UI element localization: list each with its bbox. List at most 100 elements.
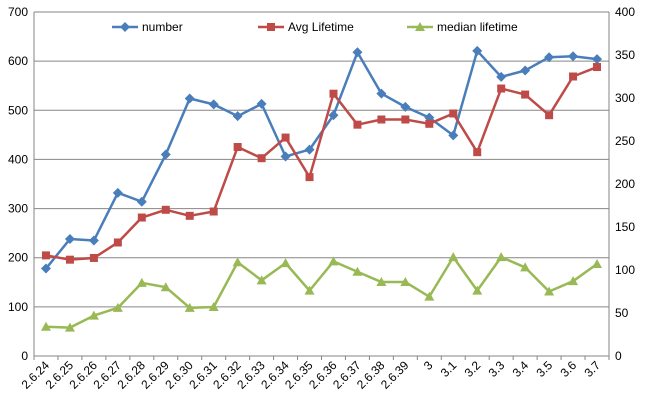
data-point bbox=[304, 144, 315, 155]
data-point bbox=[593, 63, 602, 72]
data-point bbox=[592, 258, 603, 268]
right-axis-tick-label: 400 bbox=[615, 5, 635, 19]
x-axis-tick-label: 3.4 bbox=[510, 358, 532, 380]
data-point bbox=[184, 93, 195, 104]
data-point bbox=[569, 72, 578, 81]
data-point bbox=[544, 52, 555, 63]
data-point bbox=[376, 88, 387, 99]
data-point bbox=[280, 258, 291, 268]
data-point bbox=[209, 207, 218, 216]
left-axis-tick-label: 500 bbox=[8, 103, 28, 117]
legend: number Avg Lifetime median lifetime bbox=[112, 20, 518, 34]
data-point bbox=[401, 115, 410, 124]
data-point bbox=[232, 111, 243, 122]
right-axis-tick-label: 150 bbox=[615, 220, 635, 234]
data-point bbox=[329, 89, 338, 98]
legend-label: median lifetime bbox=[437, 20, 518, 34]
data-point bbox=[568, 276, 579, 286]
legend-swatch-marker bbox=[120, 22, 130, 32]
data-point bbox=[281, 133, 290, 142]
right-axis-tick-label: 350 bbox=[615, 48, 635, 62]
data-point bbox=[257, 154, 266, 163]
data-point bbox=[40, 263, 51, 274]
data-point bbox=[232, 257, 243, 267]
left-axis-tick-label: 600 bbox=[8, 54, 28, 68]
data-point bbox=[496, 71, 507, 82]
left-axis-tick-label: 100 bbox=[8, 300, 28, 314]
data-point bbox=[472, 285, 483, 295]
data-point bbox=[233, 143, 242, 152]
data-point bbox=[328, 256, 339, 266]
data-point bbox=[208, 301, 219, 311]
data-point bbox=[280, 151, 291, 162]
data-point bbox=[304, 285, 315, 295]
x-axis-tick-label: 3 bbox=[421, 358, 436, 373]
data-point bbox=[520, 65, 531, 76]
right-axis-tick-labels: 0 50 100 150 200 250 300 350 400 bbox=[615, 5, 635, 363]
x-axis-tick-label: 3.7 bbox=[581, 358, 603, 380]
data-point bbox=[41, 251, 50, 260]
left-axis-tick-label: 200 bbox=[8, 251, 28, 265]
data-point bbox=[352, 266, 363, 276]
series-2 bbox=[40, 252, 603, 332]
series-line bbox=[45, 255, 598, 329]
legend-item: median lifetime bbox=[407, 20, 518, 34]
legend-swatch-marker bbox=[415, 22, 425, 31]
data-point bbox=[88, 310, 99, 320]
data-point bbox=[136, 277, 147, 287]
data-point bbox=[448, 130, 459, 141]
data-point bbox=[376, 277, 387, 287]
data-point bbox=[256, 98, 267, 109]
data-point bbox=[161, 205, 170, 214]
data-point bbox=[328, 110, 339, 121]
right-axis-tick-label: 50 bbox=[615, 306, 629, 320]
data-point bbox=[184, 302, 195, 312]
data-point bbox=[521, 90, 530, 99]
data-point bbox=[400, 101, 411, 112]
right-axis-tick-label: 0 bbox=[615, 349, 622, 363]
right-axis-tick-label: 100 bbox=[615, 263, 635, 277]
data-point bbox=[425, 119, 434, 128]
data-point bbox=[400, 277, 411, 287]
data-point bbox=[496, 252, 507, 262]
left-axis-tick-label: 300 bbox=[8, 202, 28, 216]
legend-item: Avg Lifetime bbox=[258, 20, 354, 34]
data-point bbox=[113, 238, 122, 247]
x-axis-tick-label: 3.3 bbox=[486, 358, 508, 380]
x-axis-tick-label: 3.6 bbox=[557, 358, 579, 380]
data-point bbox=[545, 111, 554, 120]
data-point bbox=[65, 255, 74, 264]
legend-label: Avg Lifetime bbox=[288, 20, 354, 34]
data-point bbox=[256, 275, 267, 285]
data-point bbox=[208, 99, 219, 110]
left-axis-tick-label: 700 bbox=[8, 5, 28, 19]
data-point bbox=[160, 149, 171, 160]
x-axis-tick-label: 3.1 bbox=[438, 358, 460, 380]
x-axis-tick-label: 3.5 bbox=[534, 358, 556, 380]
data-point bbox=[449, 109, 458, 118]
x-axis-tick-label: 3.2 bbox=[462, 358, 484, 380]
left-axis-tick-label: 0 bbox=[21, 349, 28, 363]
data-point bbox=[89, 253, 98, 262]
data-point bbox=[112, 302, 123, 312]
data-point bbox=[305, 173, 314, 182]
legend-swatch-marker bbox=[267, 23, 275, 31]
data-point bbox=[568, 51, 579, 62]
data-point bbox=[497, 84, 506, 93]
data-point bbox=[137, 213, 146, 222]
data-point bbox=[352, 47, 363, 58]
data-point bbox=[424, 291, 435, 301]
legend-item: number bbox=[112, 20, 183, 34]
data-point bbox=[473, 148, 482, 157]
series-line bbox=[45, 65, 598, 261]
data-point bbox=[88, 235, 99, 246]
data-point bbox=[40, 321, 51, 331]
legend-label: number bbox=[142, 20, 183, 34]
right-axis-tick-label: 200 bbox=[615, 177, 635, 191]
data-point bbox=[64, 234, 75, 245]
x-axis-tick-label: 2.6.39 bbox=[378, 358, 412, 392]
data-point bbox=[592, 54, 603, 65]
data-point bbox=[64, 322, 75, 332]
right-axis-tick-label: 300 bbox=[615, 91, 635, 105]
